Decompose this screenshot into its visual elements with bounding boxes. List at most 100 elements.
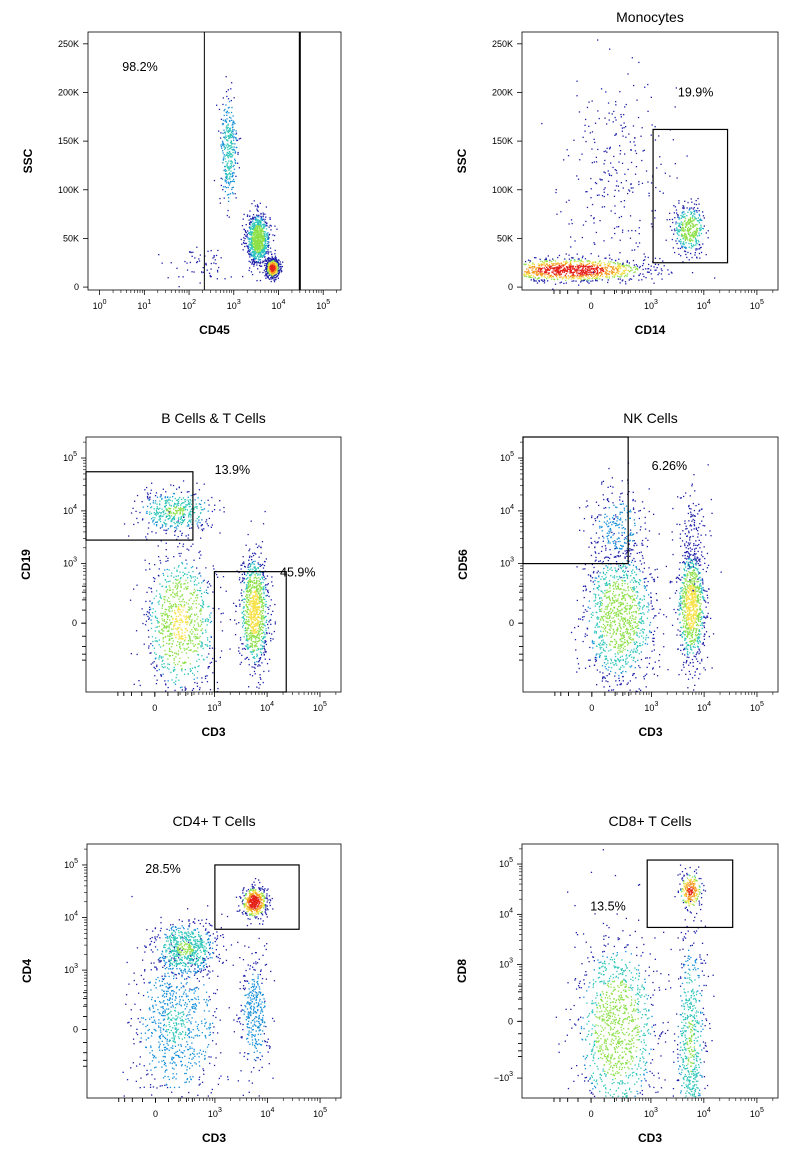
event-dot: [254, 218, 256, 220]
event-dot: [252, 252, 254, 254]
event-dot: [702, 215, 705, 217]
event-dot: [610, 261, 612, 263]
event-dot: [562, 263, 564, 266]
event-dot: [260, 234, 262, 236]
event-dot: [632, 259, 635, 262]
x-tick-label: 105: [750, 299, 764, 311]
event-dot: [254, 254, 256, 257]
event-dot: [235, 197, 237, 199]
event-dot: [146, 538, 148, 540]
event-dot: [558, 267, 560, 269]
event-dot: [222, 119, 224, 121]
event-dot: [231, 188, 233, 191]
event-dot: [197, 670, 199, 673]
event-dot: [199, 550, 201, 552]
event-dot: [624, 153, 626, 155]
event-dot: [229, 173, 231, 175]
event-dot: [534, 270, 537, 272]
event-dot: [181, 522, 183, 524]
event-dot: [168, 624, 170, 626]
event-dot: [231, 119, 233, 121]
event-dot: [196, 677, 198, 679]
event-dot: [621, 130, 623, 132]
event-dot: [267, 251, 270, 253]
event-dot: [160, 512, 162, 514]
event-dot: [172, 589, 174, 591]
event-dot: [193, 650, 196, 652]
event-dot: [180, 604, 182, 607]
event-dot: [606, 267, 609, 269]
event-dot: [173, 518, 176, 521]
event-dot: [600, 263, 602, 265]
event-dot: [172, 624, 175, 626]
event-dot: [223, 110, 225, 112]
event-dot: [260, 230, 262, 232]
event-dot: [587, 281, 589, 283]
event-dot: [227, 98, 230, 100]
event-dot: [258, 253, 260, 256]
event-dot: [252, 255, 254, 257]
event-dot: [543, 262, 545, 264]
event-dot: [613, 274, 615, 276]
event-dot: [630, 270, 632, 272]
event-dot: [537, 277, 540, 279]
event-dot: [184, 499, 186, 501]
event-dot: [578, 268, 580, 270]
event-dot: [696, 235, 699, 237]
y-tick-label: 200K: [492, 87, 513, 97]
event-dot: [256, 204, 259, 206]
event-dot: [227, 107, 230, 109]
event-dot: [550, 265, 552, 267]
event-dot: [181, 651, 183, 653]
event-dot: [198, 573, 200, 575]
event-dot: [192, 592, 195, 594]
event-dot: [688, 229, 691, 231]
event-dot: [206, 618, 208, 620]
event-dot: [210, 661, 213, 663]
event-dot: [642, 273, 644, 275]
event-dot: [258, 248, 260, 250]
event-dot: [277, 267, 279, 270]
event-dot: [193, 580, 195, 583]
event-dot: [188, 571, 190, 573]
event-dot: [226, 174, 228, 176]
event-dot: [227, 197, 230, 199]
event-dot: [659, 190, 661, 192]
event-dot: [188, 618, 191, 620]
event-dot: [162, 604, 164, 606]
event-dot: [579, 276, 581, 279]
event-dot: [250, 253, 252, 256]
event-dot: [150, 663, 152, 665]
event-dot: [196, 636, 198, 638]
event-dot: [264, 246, 266, 248]
event-dot: [264, 235, 266, 237]
event-dot: [165, 501, 167, 503]
event-dot: [233, 168, 236, 170]
event-dot: [556, 277, 558, 279]
event-dot: [222, 103, 224, 106]
event-dot: [167, 616, 169, 618]
event-dot: [274, 274, 276, 277]
event-dot: [688, 259, 690, 261]
event-dot: [185, 620, 187, 623]
event-dot: [595, 161, 598, 163]
event-dot: [544, 265, 547, 267]
event-dot: [232, 129, 234, 131]
event-dot: [568, 265, 571, 267]
event-dot: [699, 229, 701, 231]
event-dot: [163, 625, 165, 627]
event-dot: [181, 519, 183, 521]
event-dot: [156, 590, 158, 592]
event-dot: [696, 210, 698, 212]
event-dot: [193, 493, 195, 496]
event-dot: [160, 494, 162, 496]
event-dot: [271, 253, 273, 256]
event-dot: [278, 273, 280, 275]
event-dot: [166, 515, 168, 517]
event-dot: [593, 222, 595, 224]
event-dot: [171, 679, 173, 681]
event-dot: [174, 603, 176, 605]
event-dot: [608, 119, 610, 121]
event-dot: [191, 271, 193, 273]
event-dot: [170, 520, 172, 522]
